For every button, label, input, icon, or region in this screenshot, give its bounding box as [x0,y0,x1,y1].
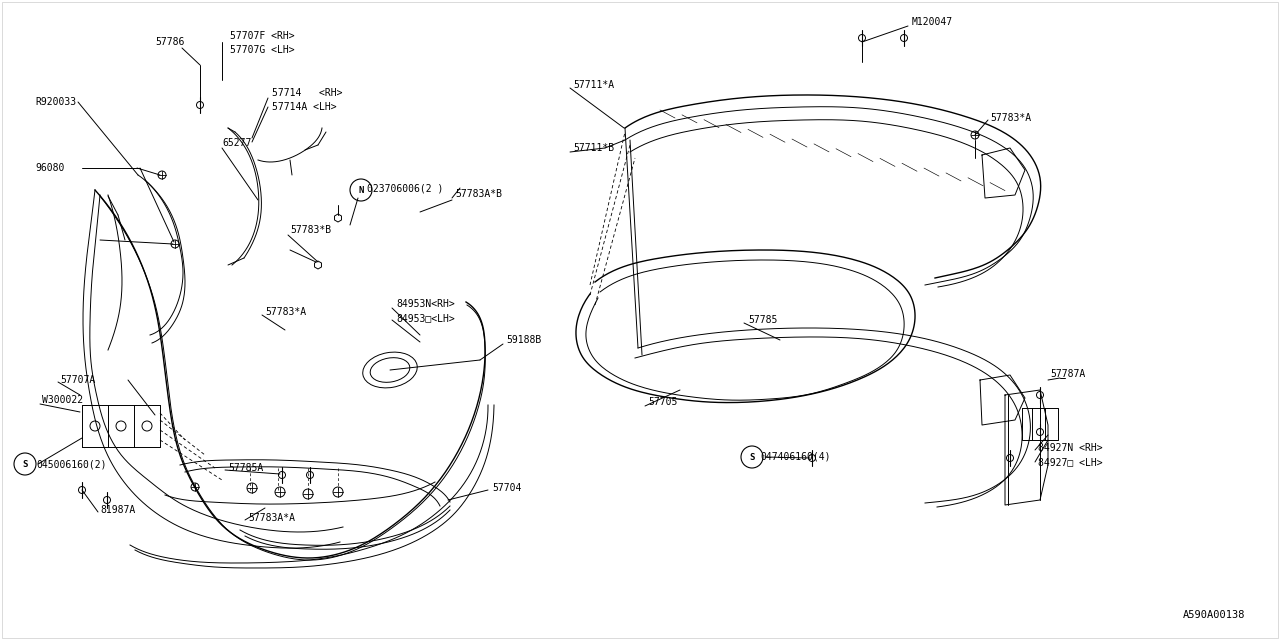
Text: 84927N <RH>: 84927N <RH> [1038,443,1102,453]
Circle shape [809,454,815,461]
Text: 57704: 57704 [492,483,521,493]
Circle shape [1037,392,1043,399]
Text: 57783*A: 57783*A [265,307,306,317]
Circle shape [78,486,86,493]
Text: R920033: R920033 [35,97,76,107]
Text: 57707A: 57707A [60,375,95,385]
Text: A590A00138: A590A00138 [1183,610,1245,620]
Text: 57783*B: 57783*B [291,225,332,235]
Text: 84927□ <LH>: 84927□ <LH> [1038,457,1102,467]
Text: 84953N<RH>: 84953N<RH> [396,299,454,309]
Text: S: S [749,452,755,461]
Text: 57786: 57786 [156,37,186,47]
Text: 57707F <RH>: 57707F <RH> [230,31,294,41]
Polygon shape [315,261,321,269]
Circle shape [197,102,204,109]
Text: 57783A*A: 57783A*A [248,513,294,523]
Text: 57783A*B: 57783A*B [454,189,502,199]
Text: 57783*A: 57783*A [989,113,1032,123]
Text: 81987A: 81987A [100,505,136,515]
Text: 57714   <RH>: 57714 <RH> [273,88,343,98]
Text: M120047: M120047 [911,17,954,27]
Circle shape [1037,429,1043,435]
Text: N: N [358,186,364,195]
Text: 57785A: 57785A [228,463,264,473]
Polygon shape [334,214,342,222]
Circle shape [306,472,314,479]
Circle shape [1006,454,1014,461]
Circle shape [859,35,865,42]
Text: 57785: 57785 [748,315,777,325]
Circle shape [279,472,285,479]
Text: 57711*A: 57711*A [573,80,614,90]
Text: 57787A: 57787A [1050,369,1085,379]
Circle shape [104,497,110,504]
Text: 57705: 57705 [648,397,677,407]
Text: 84953□<LH>: 84953□<LH> [396,313,454,323]
Text: 57707G <LH>: 57707G <LH> [230,45,294,55]
Text: 59188B: 59188B [506,335,541,345]
Text: 047406160(4): 047406160(4) [760,451,831,461]
Text: S: S [22,460,28,468]
Text: 65277: 65277 [221,138,251,148]
Text: W300022: W300022 [42,395,83,405]
Text: 023706006(2 ): 023706006(2 ) [367,183,443,193]
Text: 96080: 96080 [35,163,64,173]
Text: 045006160(2): 045006160(2) [36,459,106,469]
Text: 57714A <LH>: 57714A <LH> [273,102,337,112]
Text: 57711*B: 57711*B [573,143,614,153]
Circle shape [901,35,908,42]
